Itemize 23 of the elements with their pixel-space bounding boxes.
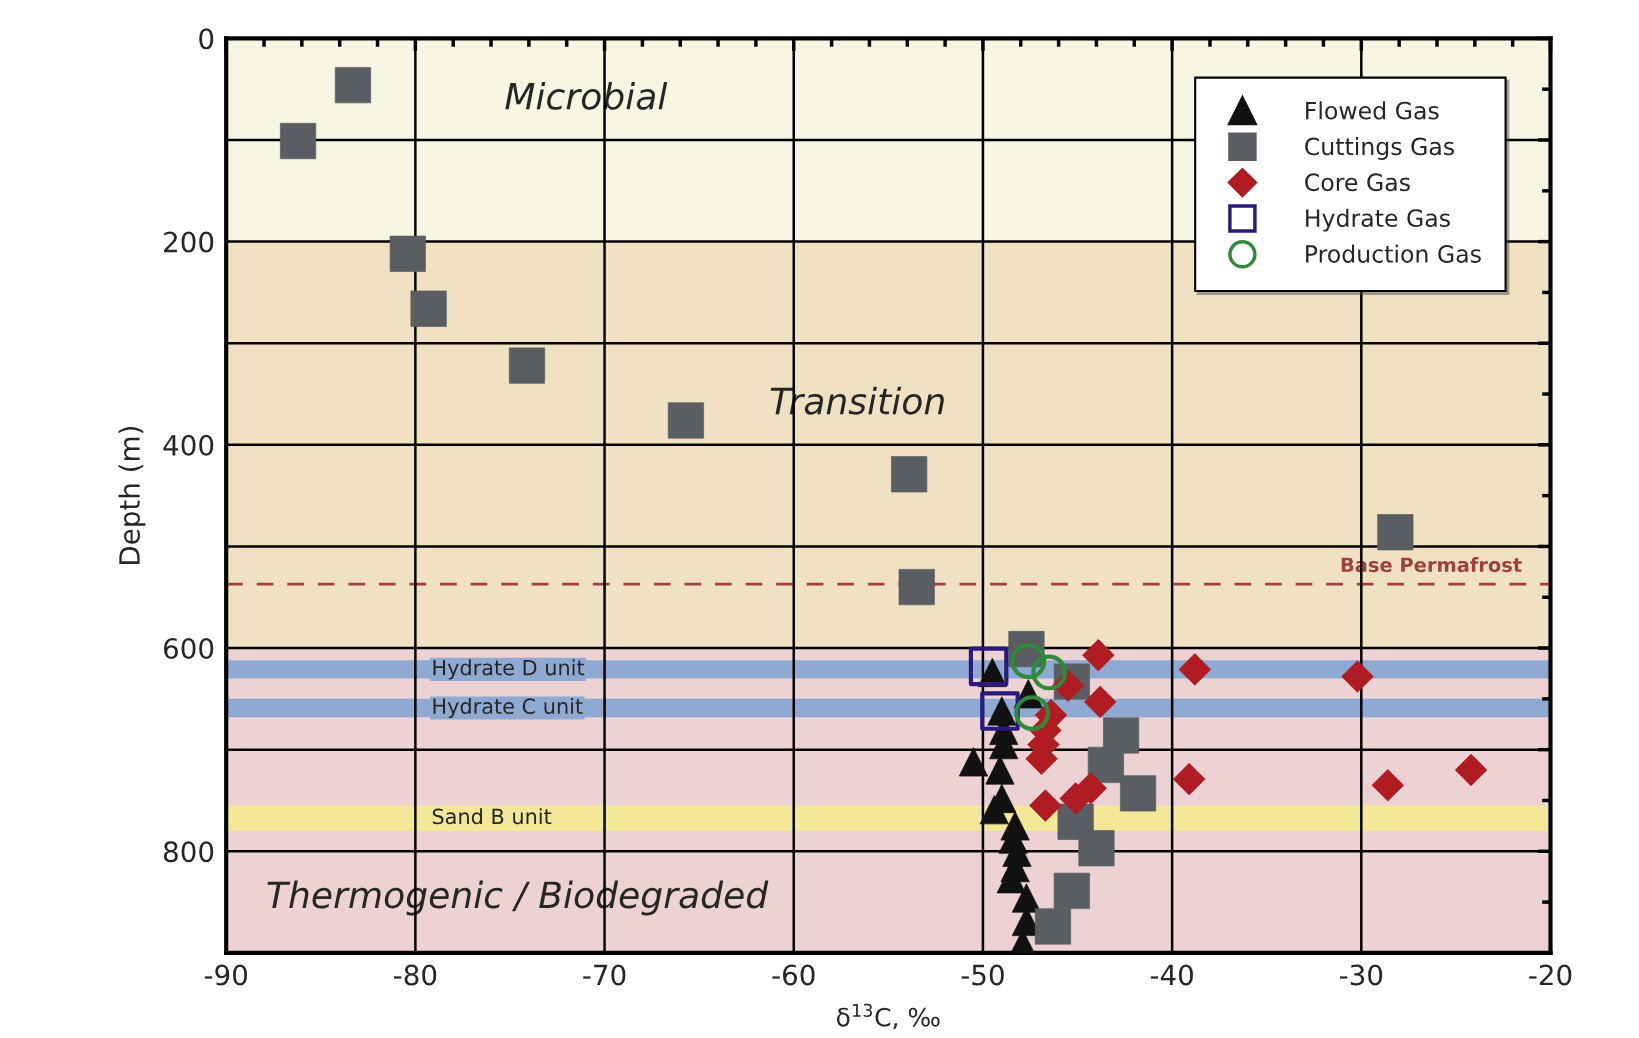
x-tick-label: -70 <box>583 964 626 986</box>
legend-label: Cuttings Gas <box>1305 137 1454 160</box>
y-tick-label: 400 <box>163 434 214 456</box>
band-label: Hydrate C unit <box>433 697 583 719</box>
y-tick-label: 0 <box>199 28 214 50</box>
legend-label: Flowed Gas <box>1306 101 1439 120</box>
legend-label: Hydrate Gas <box>1306 208 1450 232</box>
x-tick-label: -40 <box>1150 964 1193 986</box>
x-tick-label: -60 <box>772 964 815 986</box>
y-tick-label: 800 <box>163 841 214 863</box>
y-tick-label: 200 <box>164 231 214 253</box>
legend-label: Core Gas <box>1305 173 1410 192</box>
legend-label: Production Gas <box>1306 244 1481 263</box>
x-axis-title: δ$^{13}$C, ‰ <box>836 1003 940 1030</box>
band-label: Hydrate D unit <box>433 659 585 680</box>
x-tick-label: -30 <box>1339 964 1383 986</box>
y-tick-label: 600 <box>163 638 214 660</box>
x-tick-label: -50 <box>961 964 1004 986</box>
x-tick-label: -90 <box>204 964 248 986</box>
x-tick-label: -20 <box>1529 964 1572 986</box>
band-label: Sand B unit <box>432 808 552 825</box>
y-axis-title: Depth (m) <box>118 426 146 564</box>
x-tick-label: -80 <box>394 964 437 986</box>
